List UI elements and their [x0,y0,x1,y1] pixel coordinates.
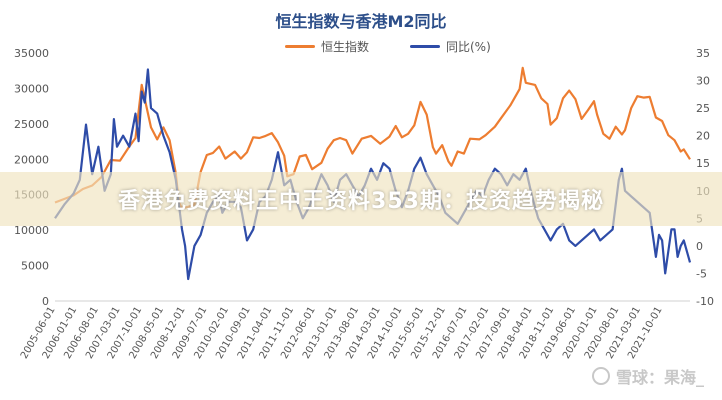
overlay-banner: 香港免费资料王中王资料353期：投资趋势揭秘 [0,172,722,226]
legend: 恒生指数 同比(%) [0,38,722,56]
banner-text: 香港免费资料王中王资料353期：投资趋势揭秘 [118,189,604,214]
y-right-tick-label: -10 [696,295,714,308]
legend-item-hsi: 恒生指数 [285,38,369,55]
chart-title: 恒生指数与香港M2同比 [275,12,447,31]
y-right-tick-label: 30 [696,75,710,88]
y-left-tick-label: 25000 [14,118,49,131]
watermark-text: 雪球：果海_ [615,368,704,387]
y-left-tick-label: 0 [42,295,49,308]
y-right-tick-label: -5 [696,267,707,280]
y-left-tick-label: 35000 [14,47,49,60]
y-right-tick-label: 25 [696,102,710,115]
y-right-tick-label: 0 [696,240,703,253]
legend-item-m2: 同比(%) [410,38,491,55]
watermark: 雪球：果海_ [591,364,704,388]
y-right-tick-label: 20 [696,130,710,143]
legend-swatch-m2 [410,45,440,48]
legend-swatch-hsi [285,45,315,48]
y-left-tick-label: 5000 [21,260,49,273]
legend-label-hsi: 恒生指数 [321,40,370,54]
y-left-tick-label: 20000 [14,153,49,166]
snowball-logo-icon [591,367,610,385]
y-left-tick-label: 10000 [14,224,49,237]
legend-label-m2: 同比(%) [446,40,491,54]
y-right-tick-label: 35 [696,47,710,60]
y-right-tick-label: 15 [696,157,710,170]
y-left-tick-label: 30000 [14,82,49,95]
